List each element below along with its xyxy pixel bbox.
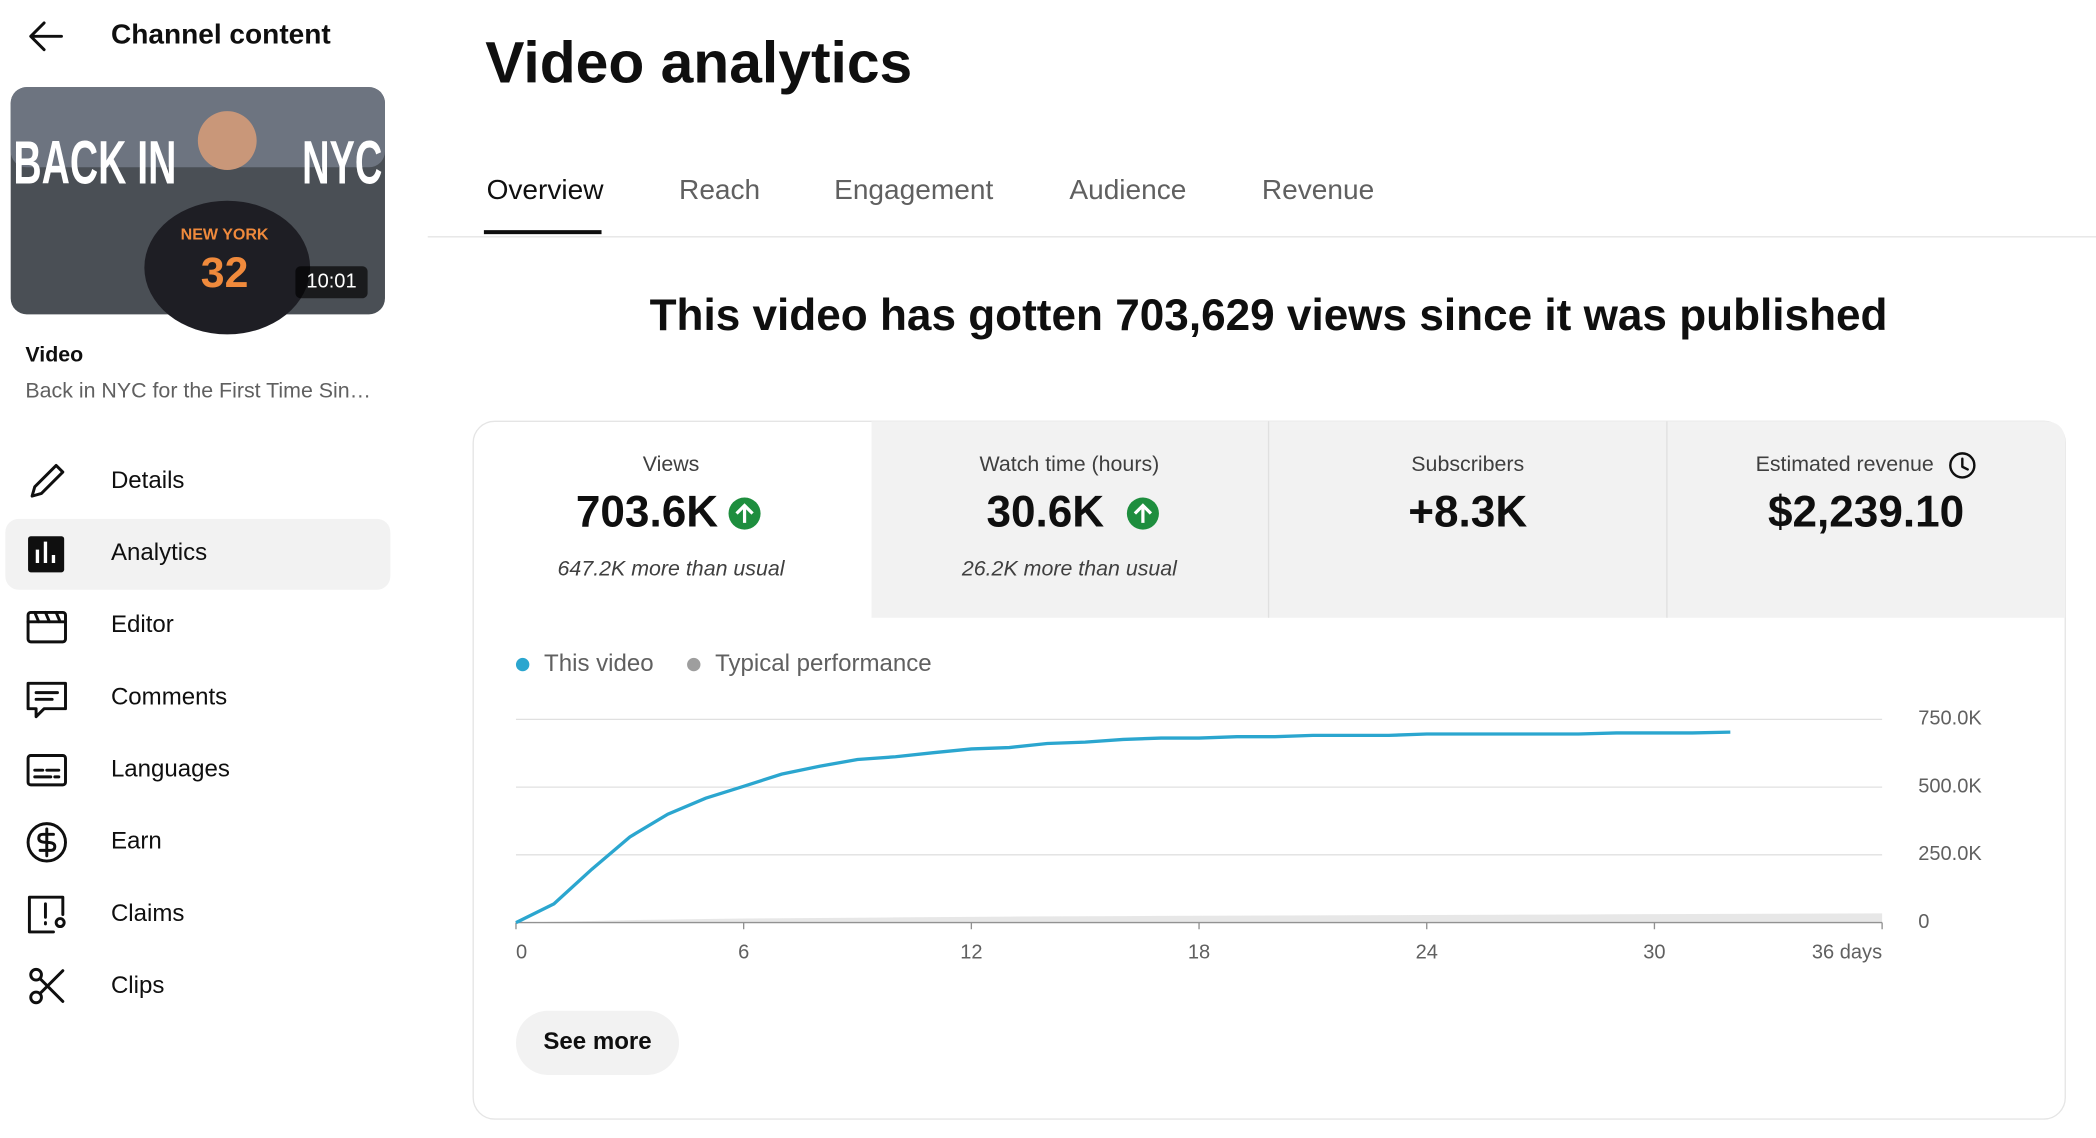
duration: 10:01 — [306, 271, 356, 293]
series-line — [515, 730, 1731, 925]
x-tick-label: 24 — [1416, 942, 1438, 964]
nav-item[interactable]: Claims — [111, 900, 184, 927]
nav-item[interactable]: Editor — [111, 611, 174, 638]
icon-comments — [26, 681, 67, 719]
thumbnail-text: BACK IN — [13, 129, 176, 198]
tab-underline — [483, 230, 602, 235]
metric-value: $2,239.10 — [1768, 488, 1964, 537]
metric-label: Watch time (hours) — [980, 452, 1160, 476]
nav-item[interactable]: Comments — [111, 683, 227, 710]
nav-item[interactable]: Analytics — [111, 539, 207, 566]
y-tick-label: 0 — [1918, 911, 1929, 933]
chart: 0 250.0K 500.0K 750.0K 0 6 12 18 24 30 36 days This… — [515, 650, 1982, 964]
icon-languages — [26, 754, 67, 787]
icon-editor — [26, 610, 67, 644]
x-tick-label: 36 days — [1812, 942, 1882, 964]
x-tick-label: 12 — [960, 942, 982, 964]
see-more-button[interactable] — [515, 1010, 680, 1075]
thumbnail[interactable]: BACK IN NYC NEW YORK 32 10:01 — [10, 87, 385, 335]
metric-label: Views — [643, 452, 700, 476]
thumbnail-text: NYC — [302, 129, 382, 198]
icon-clips — [29, 967, 65, 1005]
tab[interactable]: Overview — [487, 174, 605, 205]
person-head — [197, 111, 257, 170]
trend-up-arrow — [735, 503, 754, 523]
metric-note: 647.2K more than usual — [558, 556, 786, 580]
nav-item[interactable]: Clips — [111, 972, 164, 999]
person — [144, 200, 311, 335]
thumbnail-sky — [10, 87, 385, 168]
legend-label[interactable]: This video — [544, 650, 654, 677]
revenue-clock-icon — [1949, 452, 1976, 479]
y-tick-label: 750.0K — [1918, 708, 1982, 730]
typical-band — [515, 913, 1883, 923]
sidebar-title: Channel content — [111, 19, 331, 50]
video-title: Back in NYC for the First Time Sin… — [25, 379, 371, 403]
icon-earn — [26, 822, 67, 863]
x-tick-label: 6 — [738, 942, 749, 964]
x-tick-label: 18 — [1188, 942, 1210, 964]
tab[interactable]: Audience — [1069, 174, 1186, 205]
metric-value: 703.6K — [576, 488, 718, 537]
nav-item[interactable]: Earn — [111, 828, 162, 855]
x-tick-label: 0 — [516, 942, 527, 964]
legend-label[interactable]: Typical performance — [715, 650, 932, 677]
trend-up-arrow — [1133, 503, 1153, 523]
legend-swatch — [687, 657, 701, 672]
metric-dividers — [1267, 421, 1668, 618]
page-title: Video analytics — [485, 31, 912, 96]
y-tick-label: 500.0K — [1918, 775, 1982, 797]
headline: This video has gotten 703,629 views sinc… — [650, 291, 1888, 340]
x-tick-label: 30 — [1643, 942, 1665, 964]
metric-tabs-bg — [871, 421, 2066, 618]
icon-analytics — [28, 536, 65, 573]
see-more-label: See more — [543, 1028, 651, 1055]
jersey-text: NEW YORK — [181, 226, 269, 244]
video-label: Video — [25, 342, 83, 366]
legend-swatch — [515, 657, 530, 672]
tab[interactable]: Reach — [679, 174, 760, 205]
metric-value: 30.6K — [986, 488, 1104, 537]
back-icon — [29, 21, 63, 52]
jersey-number: 32 — [201, 249, 249, 297]
back-button[interactable] — [29, 21, 63, 52]
nav-item[interactable]: Details — [111, 467, 185, 494]
tab[interactable]: Engagement — [834, 174, 993, 205]
icon-claims — [27, 895, 66, 934]
tab[interactable]: Revenue — [1262, 174, 1374, 205]
metric-label: Estimated revenue — [1756, 452, 1934, 476]
metric-note: 26.2K more than usual — [961, 556, 1178, 580]
nav-icons — [26, 463, 67, 1005]
nav-item[interactable]: Languages — [111, 756, 230, 783]
nav-selected-bg — [5, 518, 391, 590]
y-tick-label: 250.0K — [1918, 843, 1982, 865]
metric-label: Subscribers — [1411, 452, 1524, 476]
duration-badge — [295, 266, 368, 299]
icon-details — [30, 463, 65, 498]
metric-value: +8.3K — [1408, 488, 1527, 537]
